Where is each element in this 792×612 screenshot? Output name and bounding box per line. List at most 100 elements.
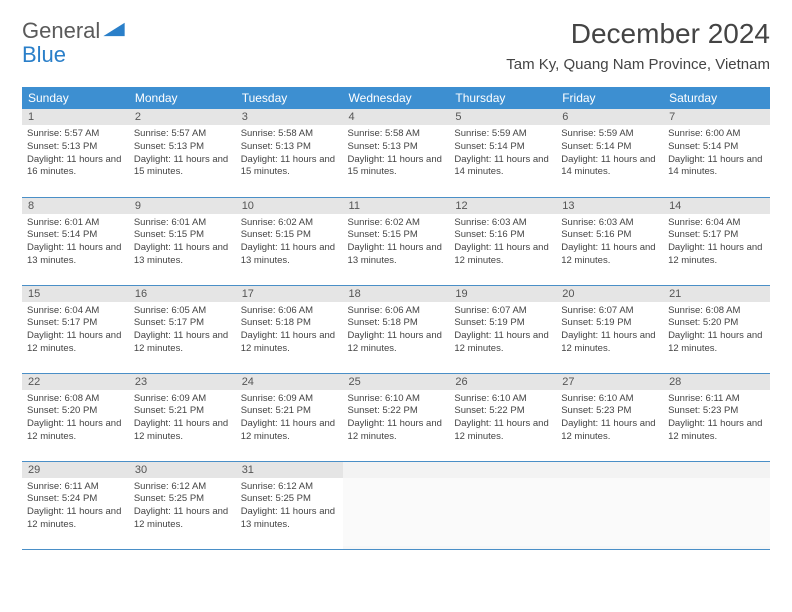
calendar-cell: 9Sunrise: 6:01 AMSunset: 5:15 PMDaylight… <box>129 197 236 285</box>
day-details: Sunrise: 6:07 AMSunset: 5:19 PMDaylight:… <box>556 302 663 360</box>
daylight-line: Daylight: 11 hours and 13 minutes. <box>241 242 338 268</box>
weekday-header: Saturday <box>663 87 770 109</box>
calendar-cell: 8Sunrise: 6:01 AMSunset: 5:14 PMDaylight… <box>22 197 129 285</box>
location: Tam Ky, Quang Nam Province, Vietnam <box>506 56 770 73</box>
sunrise-line: Sunrise: 6:09 AM <box>134 393 231 406</box>
sunset-line: Sunset: 5:14 PM <box>561 141 658 154</box>
daylight-line: Daylight: 11 hours and 12 minutes. <box>668 242 765 268</box>
day-number: 26 <box>449 374 556 390</box>
calendar-cell: 22Sunrise: 6:08 AMSunset: 5:20 PMDayligh… <box>22 373 129 461</box>
calendar-cell: 18Sunrise: 6:06 AMSunset: 5:18 PMDayligh… <box>343 285 450 373</box>
day-number: 30 <box>129 462 236 478</box>
sunset-line: Sunset: 5:16 PM <box>561 229 658 242</box>
day-details: Sunrise: 5:58 AMSunset: 5:13 PMDaylight:… <box>343 125 450 183</box>
day-number: 28 <box>663 374 770 390</box>
calendar-cell: 2Sunrise: 5:57 AMSunset: 5:13 PMDaylight… <box>129 109 236 197</box>
day-details: Sunrise: 6:03 AMSunset: 5:16 PMDaylight:… <box>449 214 556 272</box>
day-number: 13 <box>556 198 663 214</box>
sunrise-line: Sunrise: 6:08 AM <box>668 305 765 318</box>
weekday-header: Monday <box>129 87 236 109</box>
calendar-cell: 7Sunrise: 6:00 AMSunset: 5:14 PMDaylight… <box>663 109 770 197</box>
daylight-line: Daylight: 11 hours and 12 minutes. <box>27 418 124 444</box>
sunrise-line: Sunrise: 5:58 AM <box>348 128 445 141</box>
daylight-line: Daylight: 11 hours and 15 minutes. <box>134 154 231 180</box>
weekday-header: Sunday <box>22 87 129 109</box>
day-details: Sunrise: 6:06 AMSunset: 5:18 PMDaylight:… <box>343 302 450 360</box>
sunrise-line: Sunrise: 5:57 AM <box>134 128 231 141</box>
calendar-cell <box>449 461 556 549</box>
day-details: Sunrise: 6:04 AMSunset: 5:17 PMDaylight:… <box>22 302 129 360</box>
day-details: Sunrise: 6:03 AMSunset: 5:16 PMDaylight:… <box>556 214 663 272</box>
sunrise-line: Sunrise: 6:07 AM <box>454 305 551 318</box>
sunset-line: Sunset: 5:15 PM <box>241 229 338 242</box>
sunrise-line: Sunrise: 6:07 AM <box>561 305 658 318</box>
day-details: Sunrise: 6:07 AMSunset: 5:19 PMDaylight:… <box>449 302 556 360</box>
sunset-line: Sunset: 5:25 PM <box>134 493 231 506</box>
sunrise-line: Sunrise: 6:09 AM <box>241 393 338 406</box>
day-number: 9 <box>129 198 236 214</box>
header: General December 2024 Tam Ky, Quang Nam … <box>22 18 770 73</box>
daylight-line: Daylight: 11 hours and 12 minutes. <box>134 506 231 532</box>
day-details: Sunrise: 6:10 AMSunset: 5:22 PMDaylight:… <box>343 390 450 448</box>
day-number: 17 <box>236 286 343 302</box>
day-number: 21 <box>663 286 770 302</box>
calendar-week-row: 8Sunrise: 6:01 AMSunset: 5:14 PMDaylight… <box>22 197 770 285</box>
calendar-week-row: 22Sunrise: 6:08 AMSunset: 5:20 PMDayligh… <box>22 373 770 461</box>
calendar-cell: 4Sunrise: 5:58 AMSunset: 5:13 PMDaylight… <box>343 109 450 197</box>
calendar-week-row: 15Sunrise: 6:04 AMSunset: 5:17 PMDayligh… <box>22 285 770 373</box>
day-number: 29 <box>22 462 129 478</box>
sunset-line: Sunset: 5:22 PM <box>454 405 551 418</box>
calendar-cell <box>343 461 450 549</box>
sunrise-line: Sunrise: 6:02 AM <box>348 217 445 230</box>
sunset-line: Sunset: 5:18 PM <box>241 317 338 330</box>
sunset-line: Sunset: 5:13 PM <box>241 141 338 154</box>
day-details-empty <box>343 478 450 546</box>
day-details: Sunrise: 6:09 AMSunset: 5:21 PMDaylight:… <box>236 390 343 448</box>
calendar-cell: 30 Sunrise: 6:12 AMSunset: 5:25 PMDayligh… <box>129 461 236 549</box>
calendar-cell: 31Sunrise: 6:12 AMSunset: 5:25 PMDayligh… <box>236 461 343 549</box>
day-number: 15 <box>22 286 129 302</box>
daylight-line: Daylight: 11 hours and 13 minutes. <box>348 242 445 268</box>
sunrise-line: Sunrise: 5:59 AM <box>454 128 551 141</box>
sunrise-line: Sunrise: 6:10 AM <box>561 393 658 406</box>
calendar-cell: 29Sunrise: 6:11 AMSunset: 5:24 PMDayligh… <box>22 461 129 549</box>
calendar-cell: 17Sunrise: 6:06 AMSunset: 5:18 PMDayligh… <box>236 285 343 373</box>
sunset-line: Sunset: 5:15 PM <box>134 229 231 242</box>
day-details: Sunrise: 5:59 AMSunset: 5:14 PMDaylight:… <box>556 125 663 183</box>
daylight-line: Daylight: 11 hours and 15 minutes. <box>348 154 445 180</box>
sunrise-line: Sunrise: 6:08 AM <box>27 393 124 406</box>
daylight-line: Daylight: 11 hours and 12 minutes. <box>668 418 765 444</box>
calendar-cell: 10Sunrise: 6:02 AMSunset: 5:15 PMDayligh… <box>236 197 343 285</box>
sunrise-line: Sunrise: 6:10 AM <box>348 393 445 406</box>
day-number: 16 <box>129 286 236 302</box>
calendar-cell: 23Sunrise: 6:09 AMSunset: 5:21 PMDayligh… <box>129 373 236 461</box>
calendar-cell <box>663 461 770 549</box>
day-number: 11 <box>343 198 450 214</box>
sunrise-line: Sunrise: 6:10 AM <box>454 393 551 406</box>
daylight-line: Daylight: 11 hours and 13 minutes. <box>134 242 231 268</box>
sunset-line: Sunset: 5:13 PM <box>27 141 124 154</box>
day-number: 8 <box>22 198 129 214</box>
day-details: Sunrise: 6:10 AMSunset: 5:23 PMDaylight:… <box>556 390 663 448</box>
daylight-line: Daylight: 11 hours and 12 minutes. <box>454 330 551 356</box>
calendar-cell: 16Sunrise: 6:05 AMSunset: 5:17 PMDayligh… <box>129 285 236 373</box>
sunrise-line: Sunrise: 6:03 AM <box>561 217 658 230</box>
calendar-cell: 24Sunrise: 6:09 AMSunset: 5:21 PMDayligh… <box>236 373 343 461</box>
sunset-line: Sunset: 5:23 PM <box>668 405 765 418</box>
sunrise-line: Sunrise: 5:58 AM <box>241 128 338 141</box>
sunrise-line: Sunrise: 6:12 AM <box>241 481 338 494</box>
sunset-line: Sunset: 5:13 PM <box>134 141 231 154</box>
daylight-line: Daylight: 11 hours and 12 minutes. <box>134 330 231 356</box>
day-number: 27 <box>556 374 663 390</box>
sunset-line: Sunset: 5:14 PM <box>668 141 765 154</box>
day-details: Sunrise: 6:11 AMSunset: 5:23 PMDaylight:… <box>663 390 770 448</box>
daylight-line: Daylight: 11 hours and 12 minutes. <box>348 418 445 444</box>
day-details: Sunrise: 5:59 AMSunset: 5:14 PMDaylight:… <box>449 125 556 183</box>
daylight-line: Daylight: 11 hours and 12 minutes. <box>27 506 124 532</box>
day-number: 1 <box>22 109 129 125</box>
sunrise-line: Sunrise: 6:12 AM <box>134 481 231 494</box>
calendar-cell <box>556 461 663 549</box>
calendar-cell: 12Sunrise: 6:03 AMSunset: 5:16 PMDayligh… <box>449 197 556 285</box>
sunset-line: Sunset: 5:24 PM <box>27 493 124 506</box>
calendar-cell: 26Sunrise: 6:10 AMSunset: 5:22 PMDayligh… <box>449 373 556 461</box>
